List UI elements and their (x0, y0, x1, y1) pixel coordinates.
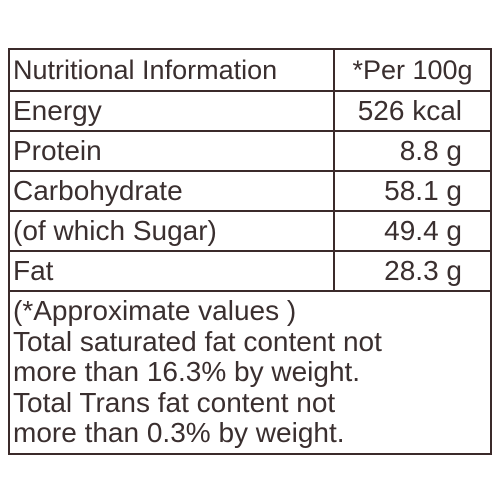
footnote-line: (*Approximate values ) (13, 295, 297, 326)
data-row: Energy 526 kcal (10, 92, 490, 132)
cell-value: 28.3 g (384, 255, 462, 286)
nutrition-table: (*Approximate values ) Total saturated fa… (8, 48, 492, 455)
data-row: Protein 8.8 g (10, 132, 490, 172)
cell-value: 58.1 g (384, 175, 462, 206)
cell-label: (of which Sugar) (10, 212, 335, 250)
cell-value: *Per 100g (352, 54, 473, 85)
header-row: Nutritional Information *Per 100g (10, 50, 490, 92)
footnote-line: more than 0.3% by weight. (13, 417, 345, 448)
footnote: (*Approximate values ) Total saturated fa… (13, 295, 382, 449)
cell-value: 526 kcal (357, 95, 462, 126)
cell-value: 8.8 g (399, 135, 462, 166)
data-row: Carbohydrate 58.1 g (10, 172, 490, 212)
cell-label: Energy (10, 92, 335, 130)
footnote-line: Total Trans fat content not (13, 386, 336, 418)
cell-label: Carbohydrate (10, 172, 335, 210)
cell-value: 49.4 g (384, 215, 462, 246)
cell-label: Nutritional Information (10, 50, 335, 90)
footnote-line: more than 16.3% by weight. (13, 356, 361, 387)
cell-label: Protein (10, 132, 335, 170)
data-row: (of which Sugar) 49.4 g (10, 212, 490, 252)
footnote-line: Total saturated fat content not (13, 325, 382, 357)
cell-label: Fat (10, 252, 335, 290)
data-row: Fat 28.3 g (10, 252, 490, 292)
